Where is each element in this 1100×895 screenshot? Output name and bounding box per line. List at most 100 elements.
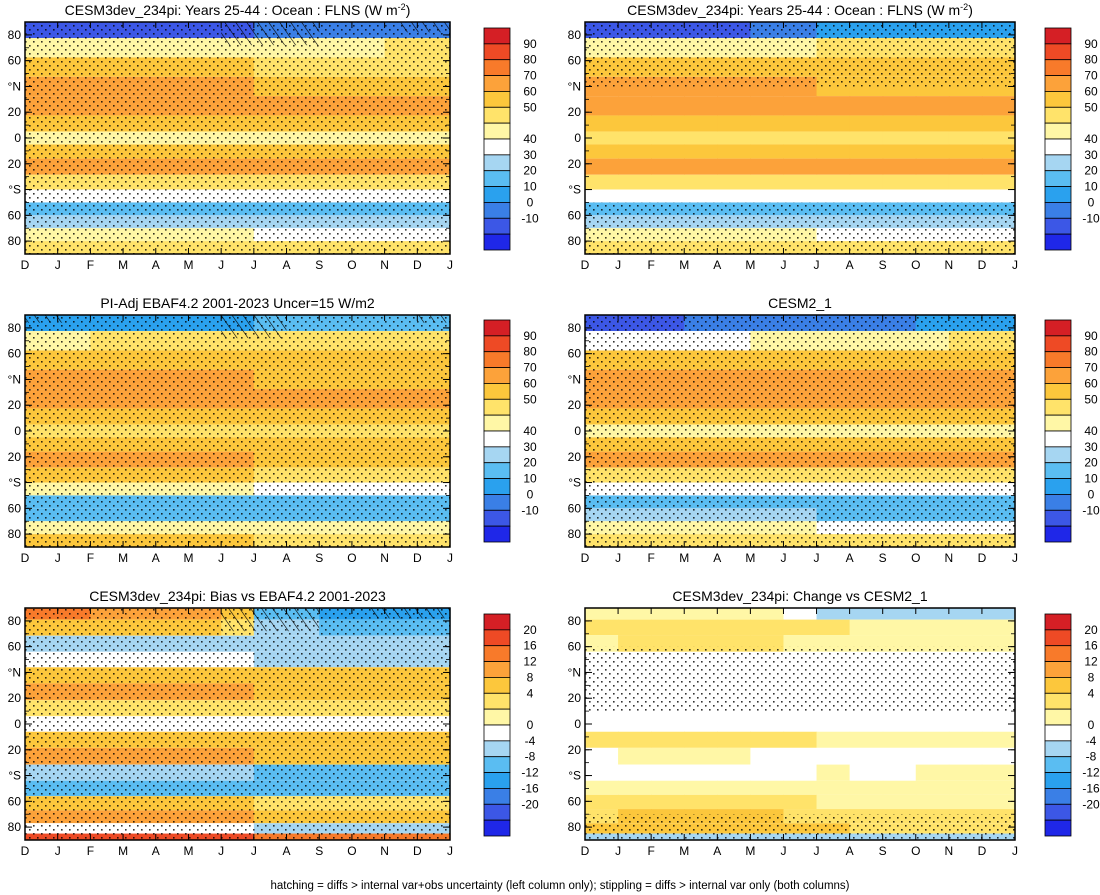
colorbar-tick-label: 60: [523, 376, 537, 390]
y-tick-label: 60: [8, 347, 22, 361]
contour-band: [882, 144, 917, 159]
colorbar-swatch: [483, 462, 511, 479]
colorbar-swatch: [483, 756, 511, 773]
colorbar-swatch: [483, 629, 511, 647]
colorbar-tick-label: 12: [523, 655, 537, 669]
contour-band: [882, 131, 917, 145]
contour-band: [948, 747, 983, 765]
contour-band: [816, 794, 851, 810]
contour-band: [618, 780, 652, 795]
colorbar-swatch: [1044, 819, 1072, 837]
contour-band: [750, 619, 785, 636]
y-tick-label: 80: [568, 527, 582, 541]
colorbar-tick-label: 16: [1084, 639, 1098, 653]
colorbar-tick-label: -20: [521, 797, 539, 811]
hatch-region: [25, 315, 65, 323]
contour-band: [948, 144, 983, 159]
contour-band: [750, 731, 785, 748]
contour-band: [684, 716, 718, 732]
contour-band: [882, 747, 917, 765]
x-tick-label: O: [347, 258, 356, 272]
colorbar-swatch: [1044, 217, 1072, 235]
contour-band: [981, 780, 1016, 795]
x-tick-label: F: [647, 258, 654, 272]
stipple-region: [25, 315, 450, 547]
colorbar-tick-label: 90: [1084, 37, 1098, 51]
x-tick-label: A: [283, 844, 291, 858]
y-tick-label: °N: [8, 665, 21, 679]
x-tick-label: D: [978, 551, 987, 565]
panel-3: PI-Adj EBAF4.2 2001-2023 Uncer=15 W/m2 D J…: [8, 295, 539, 565]
colorbar-tick-label: 0: [527, 718, 534, 732]
colorbar-swatch: [483, 122, 511, 140]
colorbar-swatch: [1044, 414, 1072, 432]
colorbar-swatch: [483, 740, 511, 758]
contour-band: [717, 764, 751, 781]
x-tick-label: M: [118, 258, 128, 272]
contour-band: [750, 608, 785, 620]
y-tick-label: 60: [8, 208, 22, 222]
colorbar-swatch: [1044, 75, 1072, 92]
x-tick-label: O: [911, 844, 920, 858]
y-tick-label: °N: [8, 372, 21, 386]
x-tick-label: D: [978, 258, 987, 272]
colorbar-swatch: [483, 75, 511, 92]
y-tick-label: 20: [8, 743, 22, 757]
contour-band: [981, 144, 1016, 159]
contour-band: [750, 716, 785, 732]
colorbar-swatch: [1044, 351, 1072, 368]
contour-band: [618, 144, 652, 159]
contour-band: [651, 96, 685, 116]
x-tick-label: A: [713, 258, 721, 272]
contour-band: [948, 158, 983, 175]
contour-band: [882, 764, 917, 781]
x-tick-label: D: [978, 844, 987, 858]
contour-band: [651, 794, 685, 810]
contour-band: [618, 189, 652, 203]
x-tick-label: S: [879, 551, 887, 565]
x-tick-label: A: [846, 844, 854, 858]
y-tick-label: 80: [8, 527, 22, 541]
colorbar-tick-label: 20: [1084, 164, 1098, 178]
contour-band: [783, 189, 818, 203]
y-tick-label: °S: [8, 769, 21, 783]
colorbar-swatch: [1044, 756, 1072, 773]
contour-band: [981, 189, 1016, 203]
x-tick-label: M: [745, 551, 755, 565]
colorbar-tick-label: 0: [1088, 718, 1095, 732]
colorbar-tick-label: 0: [527, 487, 534, 501]
y-tick-label: 80: [568, 28, 582, 42]
colorbar-swatch: [483, 430, 511, 448]
colorbar-swatch: [483, 509, 511, 527]
contour-band: [651, 608, 685, 620]
x-tick-label: D: [21, 258, 30, 272]
contour-band: [981, 174, 1016, 190]
contour-band: [816, 619, 851, 636]
colorbar-swatch: [483, 27, 511, 45]
colorbar-tick-label: -4: [1086, 734, 1097, 748]
contour-band: [948, 716, 983, 732]
contour-band: [585, 158, 619, 175]
colorbar-tick-label: -4: [525, 734, 536, 748]
x-tick-label: M: [183, 844, 193, 858]
x-tick-label: A: [152, 258, 160, 272]
contour-band: [783, 131, 818, 145]
y-tick-label: °S: [568, 476, 581, 490]
colorbar-swatch: [483, 186, 511, 203]
colorbar-swatch: [483, 613, 511, 631]
colorbar-swatch: [1044, 788, 1072, 805]
colorbar-swatch: [483, 170, 511, 187]
colorbar-tick-label: 50: [1084, 392, 1098, 406]
colorbar-swatch: [1044, 478, 1072, 495]
colorbar-tick-label: 20: [1084, 456, 1098, 470]
colorbar-tick-label: 70: [1084, 361, 1098, 375]
contour-band: [948, 764, 983, 781]
contour-band: [915, 174, 950, 190]
y-tick-label: 20: [8, 398, 22, 412]
colorbar-tick-label: -8: [1086, 750, 1097, 764]
contour-band: [882, 619, 917, 636]
contour-band: [585, 144, 619, 159]
colorbar-swatch: [483, 525, 511, 543]
contour-band: [849, 747, 884, 765]
colorbar-swatch: [1044, 154, 1072, 172]
